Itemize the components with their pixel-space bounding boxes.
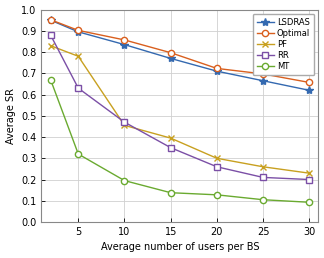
PF bbox=[122, 124, 126, 127]
Line: MT: MT bbox=[47, 77, 312, 205]
LSDRAS bbox=[49, 19, 52, 22]
PF bbox=[49, 44, 52, 47]
MT bbox=[261, 198, 265, 201]
LSDRAS bbox=[122, 43, 126, 46]
LSDRAS bbox=[307, 89, 311, 92]
Line: RR: RR bbox=[47, 32, 312, 183]
Line: Optimal: Optimal bbox=[47, 17, 312, 86]
Optimal bbox=[261, 72, 265, 76]
PF bbox=[76, 55, 80, 58]
MT bbox=[215, 193, 219, 196]
RR bbox=[169, 146, 173, 149]
PF bbox=[169, 136, 173, 140]
RR bbox=[215, 165, 219, 168]
LSDRAS bbox=[169, 57, 173, 60]
MT bbox=[49, 78, 52, 81]
RR bbox=[76, 87, 80, 90]
LSDRAS bbox=[261, 79, 265, 82]
X-axis label: Average number of users per BS: Average number of users per BS bbox=[101, 243, 259, 252]
RR bbox=[261, 176, 265, 179]
PF bbox=[307, 172, 311, 175]
Legend: LSDRAS, Optimal, PF, RR, MT: LSDRAS, Optimal, PF, RR, MT bbox=[253, 14, 314, 75]
Optimal bbox=[122, 38, 126, 42]
RR bbox=[122, 121, 126, 124]
Line: PF: PF bbox=[47, 42, 313, 177]
LSDRAS bbox=[215, 70, 219, 73]
Optimal bbox=[307, 81, 311, 84]
Optimal bbox=[215, 67, 219, 70]
LSDRAS bbox=[76, 30, 80, 34]
RR bbox=[49, 34, 52, 37]
MT bbox=[122, 179, 126, 182]
Optimal bbox=[169, 51, 173, 54]
MT bbox=[307, 201, 311, 204]
PF bbox=[215, 157, 219, 160]
Line: LSDRAS: LSDRAS bbox=[46, 16, 313, 94]
Optimal bbox=[76, 29, 80, 32]
MT bbox=[76, 152, 80, 156]
RR bbox=[307, 178, 311, 181]
MT bbox=[169, 191, 173, 194]
PF bbox=[261, 165, 265, 168]
Optimal bbox=[49, 18, 52, 21]
Y-axis label: Average SR: Average SR bbox=[6, 88, 16, 144]
